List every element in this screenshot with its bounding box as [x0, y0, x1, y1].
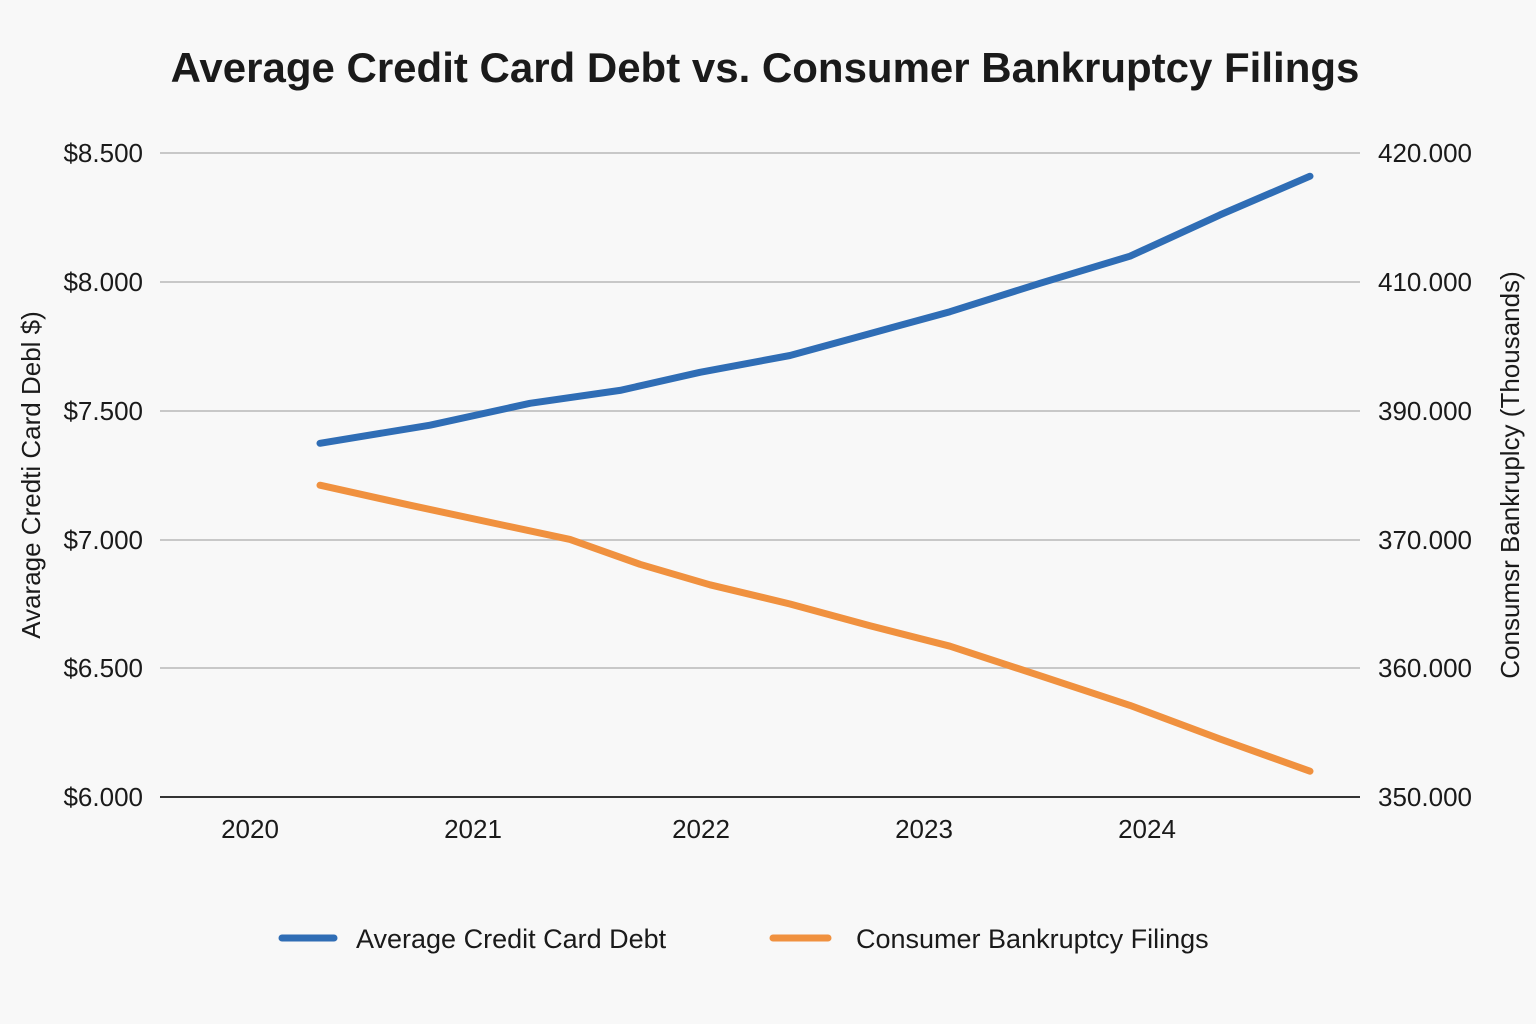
left-tick-label: $7.000	[63, 525, 143, 555]
right-tick-label: 350.000	[1378, 782, 1472, 812]
left-tick-label: $6.500	[63, 653, 143, 683]
left-tick-label: $8.000	[63, 267, 143, 297]
series-line-bankruptcy-filings	[316, 481, 1314, 775]
legend: Average Credit Card Debt Consumer Bankru…	[278, 924, 1209, 954]
right-axis-title: Consumsr Bankruplcy (Thousands)	[1495, 271, 1525, 679]
x-tick-label: 2023	[895, 814, 953, 844]
legend-label-credit-card-debt: Average Credit Card Debt	[356, 924, 667, 954]
legend-label-bankruptcy-filings: Consumer Bankruptcy Filings	[856, 924, 1209, 954]
right-tick-label: 420.000	[1378, 138, 1472, 168]
right-tick-label: 410.000	[1378, 267, 1472, 297]
left-axis-ticks: $6.000 $6.500 $7.000 $7.500 $8.000 $8.500	[63, 138, 143, 812]
series-line-credit-card-debt	[316, 172, 1314, 447]
left-tick-label: $7.500	[63, 396, 143, 426]
right-tick-label: 390.000	[1378, 396, 1472, 426]
series-lines	[316, 172, 1314, 775]
right-tick-label: 360.000	[1378, 653, 1472, 683]
x-tick-label: 2021	[444, 814, 502, 844]
left-tick-label: $6.000	[63, 782, 143, 812]
x-tick-label: 2024	[1118, 814, 1176, 844]
left-tick-label: $8.500	[63, 138, 143, 168]
right-axis-ticks: 350.000 360.000 370.000 390.000 410.000 420.0…	[1378, 138, 1472, 812]
left-axis-title: Avarage Credti Card Debl $)	[16, 311, 46, 639]
chart-title: Average Credit Card Debt vs. Consumer Ba…	[171, 44, 1360, 91]
right-tick-label: 370.000	[1378, 525, 1472, 555]
gridlines	[160, 152, 1360, 798]
x-tick-label: 2022	[672, 814, 730, 844]
x-axis-ticks: 2020 2021 2022 2023 2024	[221, 814, 1176, 844]
x-tick-label: 2020	[221, 814, 279, 844]
